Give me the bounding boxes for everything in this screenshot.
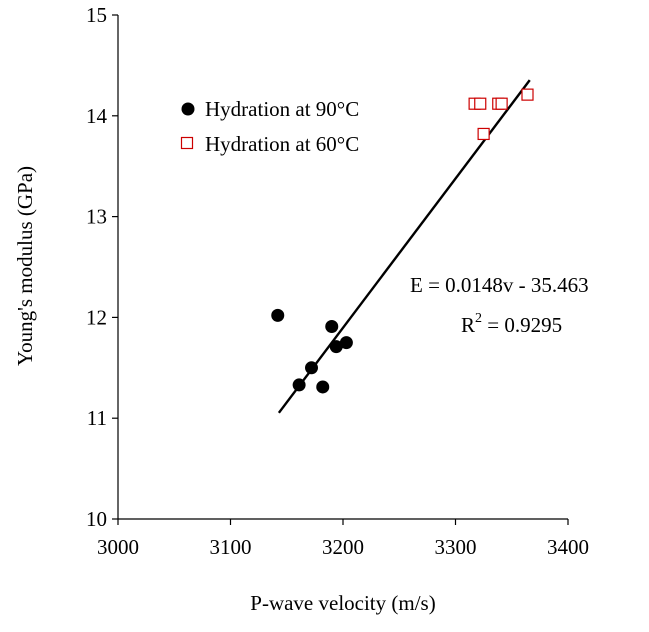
y-tick-label: 11 bbox=[87, 406, 107, 430]
data-point-hydration-90 bbox=[316, 380, 330, 394]
data-point-hydration-90 bbox=[305, 361, 318, 375]
legend: Hydration at 90°C Hydration at 60°C bbox=[180, 97, 359, 156]
data-point-hydration-90 bbox=[325, 319, 339, 333]
r-squared: R2 = 0.9295 bbox=[461, 311, 562, 337]
legend-label-hydration-60: Hydration at 60°C bbox=[205, 132, 359, 156]
axes bbox=[117, 15, 568, 520]
x-ticks: 3000 3100 3200 3300 3400 bbox=[97, 519, 589, 559]
data-point-hydration-60 bbox=[474, 97, 487, 110]
x-tick-label: 3000 bbox=[97, 535, 139, 559]
x-axis-title: P-wave velocity (m/s) bbox=[250, 591, 435, 615]
data-point-hydration-90 bbox=[292, 378, 306, 392]
regression-annotation: E = 0.0148v - 35.463 R2 = 0.9295 bbox=[410, 273, 589, 337]
x-tick-label: 3200 bbox=[322, 535, 364, 559]
data-point-hydration-60 bbox=[521, 88, 534, 101]
y-tick-label: 13 bbox=[86, 205, 107, 229]
legend-marker-hydration-60 bbox=[180, 136, 194, 150]
y-tick-label: 10 bbox=[86, 507, 107, 531]
series-hydration-60 bbox=[468, 88, 534, 141]
y-tick-label: 15 bbox=[86, 3, 107, 27]
data-point-hydration-60 bbox=[477, 127, 490, 141]
x-tick-label: 3300 bbox=[435, 535, 477, 559]
x-tick-label: 3400 bbox=[547, 535, 589, 559]
y-tick-label: 12 bbox=[86, 305, 107, 329]
data-point-hydration-90 bbox=[271, 308, 285, 322]
y-ticks: 10 11 12 13 14 15 bbox=[86, 3, 118, 531]
legend-marker-hydration-90 bbox=[181, 102, 195, 116]
data-point-hydration-90 bbox=[339, 336, 353, 350]
data-point-hydration-90 bbox=[329, 340, 343, 354]
y-axis-title: Young's modulus (GPa) bbox=[13, 166, 37, 366]
regression-equation: E = 0.0148v - 35.463 bbox=[410, 273, 589, 297]
series-hydration-90 bbox=[271, 308, 353, 394]
x-tick-label: 3100 bbox=[210, 535, 252, 559]
r-squared-prefix: R bbox=[461, 313, 475, 337]
r-squared-superscript: 2 bbox=[475, 311, 482, 326]
data-point-hydration-60 bbox=[495, 97, 508, 110]
legend-label-hydration-90: Hydration at 90°C bbox=[205, 97, 359, 121]
trendline bbox=[277, 79, 531, 414]
r-squared-value: = 0.9295 bbox=[482, 313, 562, 337]
y-tick-label: 14 bbox=[86, 104, 108, 128]
